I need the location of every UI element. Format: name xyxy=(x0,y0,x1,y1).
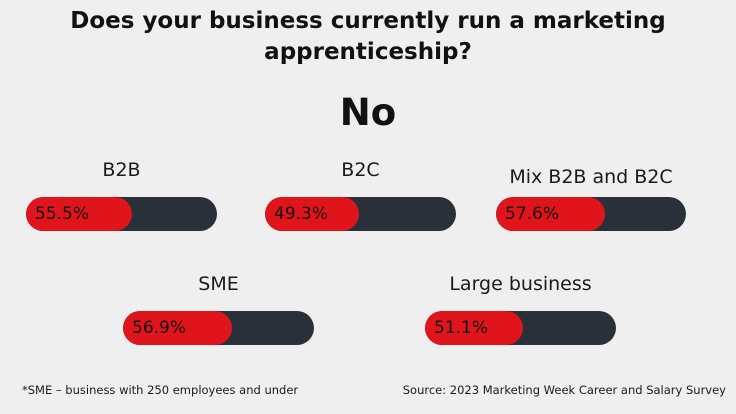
bar-track: 55.5% xyxy=(26,197,217,231)
bar-group-b2c: B2C 49.3% xyxy=(265,158,456,232)
bar-fill xyxy=(26,197,132,231)
bar-fill xyxy=(265,197,360,231)
bar-track: 56.9% xyxy=(123,311,314,345)
bar-group-b2b: B2B 55.5% xyxy=(26,158,217,232)
bar-track: 57.6% xyxy=(496,197,686,231)
category-label: B2C xyxy=(341,159,380,181)
bar-track: 51.1% xyxy=(425,311,616,345)
value-label: 55.5% xyxy=(35,204,90,224)
bar-fill xyxy=(123,311,232,345)
bar-group-sme: SME 56.9% xyxy=(123,272,314,346)
bar-fill xyxy=(425,311,523,345)
bar-group-mix: Mix B2B and B2C 57.6% xyxy=(496,165,686,239)
category-label: Large business xyxy=(449,273,592,295)
category-label: B2B xyxy=(102,159,141,181)
value-label: 51.1% xyxy=(434,318,489,338)
chart-title-text: Does your business currently run a marke… xyxy=(70,8,666,65)
chart-title: Does your business currently run a marke… xyxy=(0,6,736,68)
bar-track: 49.3% xyxy=(265,197,456,231)
value-label: 57.6% xyxy=(505,204,560,224)
bar-group-large-business: Large business 51.1% xyxy=(425,272,616,346)
category-label: Mix B2B and B2C xyxy=(509,166,673,188)
chart-subtitle: No xyxy=(339,91,397,134)
value-label: 49.3% xyxy=(274,204,329,224)
bar-fill xyxy=(496,197,606,231)
footnote: *SME – business with 250 employees and u… xyxy=(22,383,299,397)
value-label: 56.9% xyxy=(132,318,187,338)
source-note: Source: 2023 Marketing Week Career and S… xyxy=(402,383,726,397)
category-label: SME xyxy=(198,273,239,295)
